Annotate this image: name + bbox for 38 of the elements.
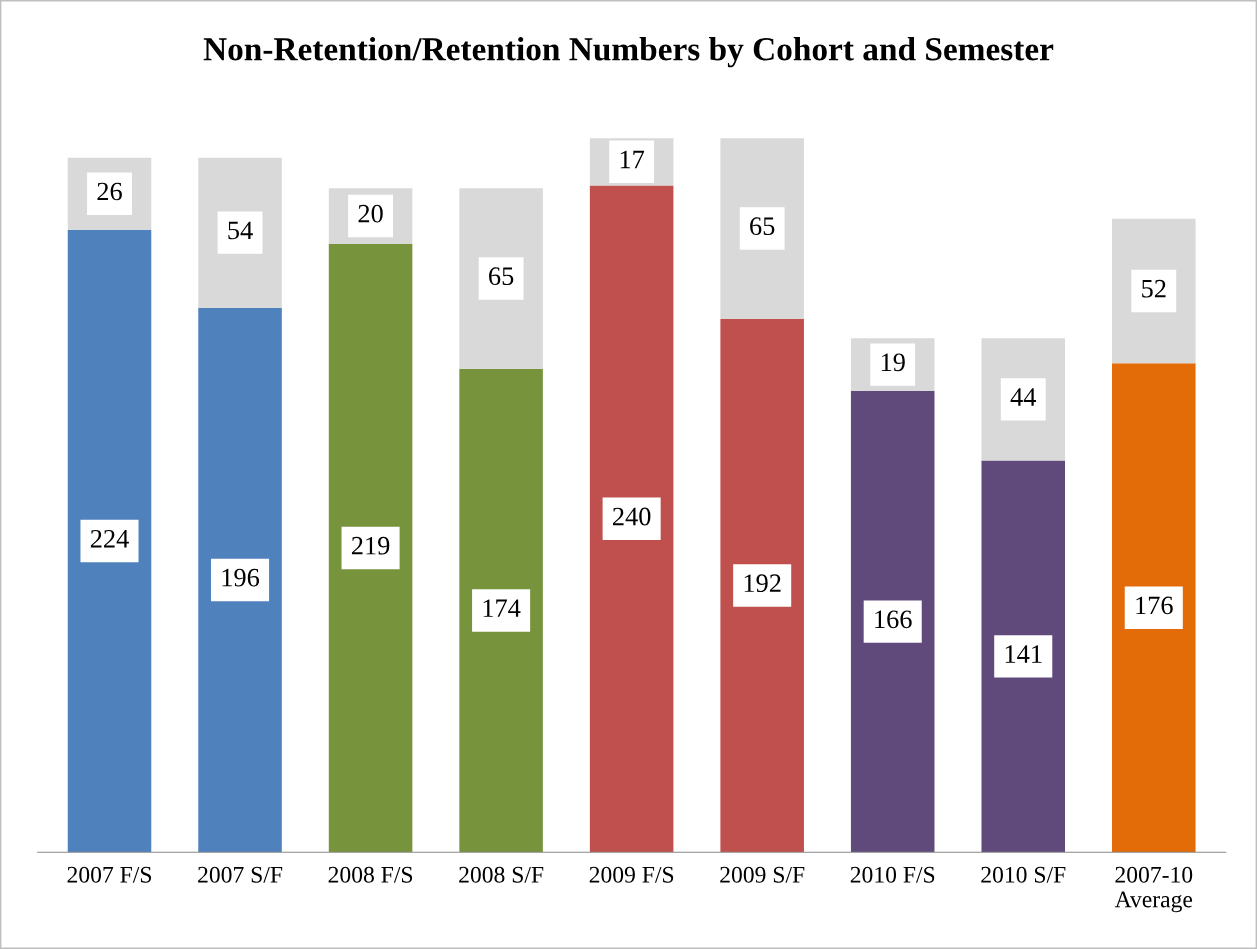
x-tick-label: 2007 S/F xyxy=(198,866,283,883)
chart-title: Non-Retention/Retention Numbers by Cohort and Semester xyxy=(203,37,1054,68)
data-label: 141 xyxy=(1005,645,1042,663)
x-tick-label: 2010 S/F xyxy=(981,866,1066,883)
x-tick-label: 2009 S/F xyxy=(720,866,805,883)
x-tick-label: 2008 S/F xyxy=(459,866,544,883)
data-label: 54 xyxy=(228,221,253,240)
data-label: 52 xyxy=(1142,279,1166,298)
bar xyxy=(198,307,282,853)
bar xyxy=(1112,363,1196,853)
bar xyxy=(981,460,1066,853)
data-label: 44 xyxy=(1010,388,1037,406)
x-tick-label: 2009 F/S xyxy=(589,866,674,883)
data-label: 166 xyxy=(875,610,912,629)
bar xyxy=(328,243,413,853)
data-label: 240 xyxy=(613,507,651,526)
data-label: 20 xyxy=(358,204,383,223)
data-label: 224 xyxy=(90,529,129,548)
x-tick-label: 2010 F/S xyxy=(850,866,935,883)
data-label: 174 xyxy=(483,599,521,617)
data-label: 19 xyxy=(881,353,905,372)
data-label: 192 xyxy=(744,574,781,593)
data-label: 65 xyxy=(489,267,514,286)
data-label: 65 xyxy=(750,217,775,236)
data-label: 176 xyxy=(1136,596,1173,615)
bar xyxy=(850,391,935,853)
bar xyxy=(720,318,804,853)
x-tick-label: 2007 F/S xyxy=(67,866,152,883)
bar xyxy=(720,138,804,319)
bar xyxy=(67,229,152,853)
bar xyxy=(459,188,543,369)
bar xyxy=(459,368,543,853)
data-label: 26 xyxy=(97,182,122,201)
x-tick-label: 2008 F/S xyxy=(328,866,413,883)
data-label: 219 xyxy=(351,536,390,555)
data-label: 196 xyxy=(222,568,260,587)
data-label: 17 xyxy=(620,150,645,169)
x-tick-label: 2007-10 Average xyxy=(1114,866,1193,913)
